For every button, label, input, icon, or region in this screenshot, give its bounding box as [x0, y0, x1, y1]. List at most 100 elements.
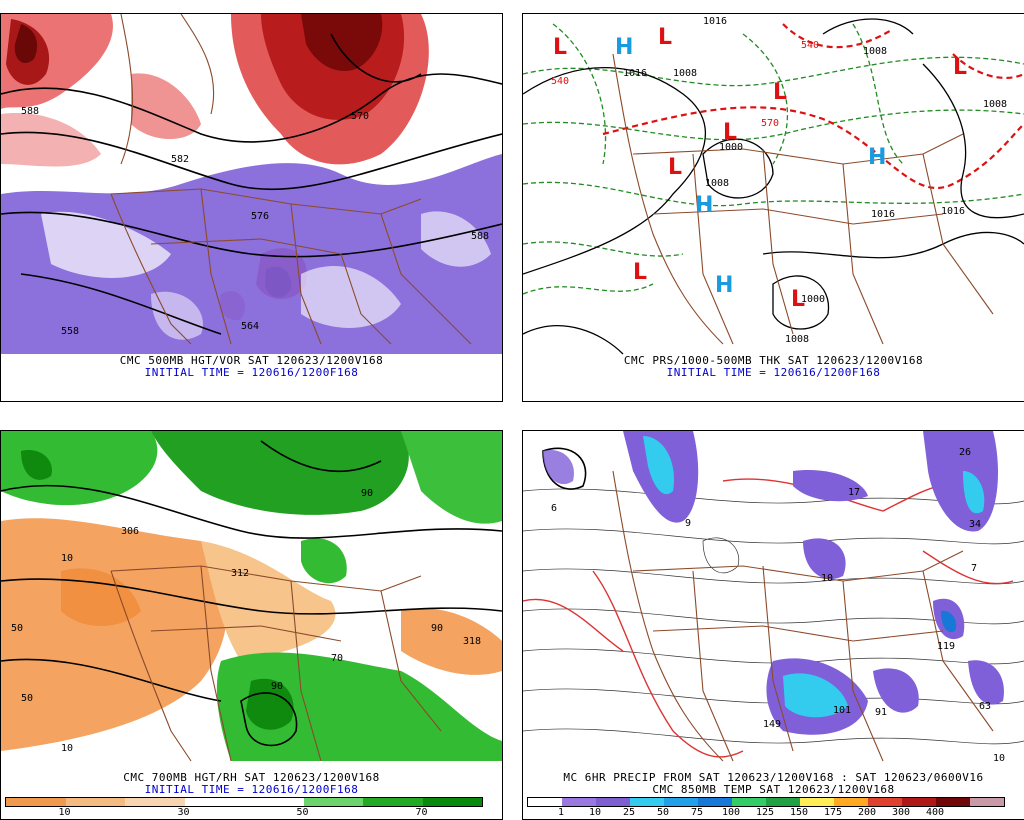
bl-label-7: 50 — [11, 623, 23, 634]
legend-tick-label: 200 — [857, 807, 877, 818]
thickness-label-2: 540 — [801, 40, 819, 51]
legend-swatch — [902, 798, 936, 806]
br-label-7: 119 — [937, 641, 955, 652]
bl-label-10: 90 — [361, 488, 373, 499]
legend-swatch — [65, 798, 125, 806]
thickness-label-0: 540 — [551, 76, 569, 87]
legend-swatch — [528, 798, 562, 806]
high-marker: H — [615, 35, 633, 60]
tl-label-6: 558 — [61, 326, 79, 337]
br-subtitle: CMC 850MB TEMP SAT 120623/1200V168 — [652, 783, 895, 796]
bl-label-4: 90 — [271, 681, 283, 692]
legend-swatch — [303, 798, 363, 806]
tl-label-2: 576 — [251, 211, 269, 222]
panel-precip-850temp: 6 9 17 10 26 34 7 119 149 101 91 63 10 M… — [522, 430, 1024, 820]
legend-swatch — [562, 798, 596, 806]
br-label-0: 6 — [551, 503, 557, 514]
tl-title: CMC 500MB HGT/VOR SAT 120623/1200V168 — [119, 354, 384, 367]
legend-tick-label: 50 — [296, 807, 309, 818]
legend-swatch — [732, 798, 766, 806]
br-label-3: 10 — [821, 573, 833, 584]
legend-swatch — [6, 798, 66, 806]
bl-label-5: 10 — [61, 553, 73, 564]
legend-swatch — [244, 798, 304, 806]
br-label-11: 63 — [979, 701, 991, 712]
bl-label-3: 90 — [431, 623, 443, 634]
br-label-6: 7 — [971, 563, 977, 574]
low-marker: L — [791, 287, 805, 312]
tl-label-4: 588 — [471, 231, 489, 242]
legend-tick-label: 300 — [891, 807, 911, 818]
legend-swatch — [596, 798, 630, 806]
legend-swatch — [698, 798, 732, 806]
br-label-5: 34 — [969, 519, 981, 530]
legend-swatch — [422, 798, 482, 806]
tl-label-5: 564 — [241, 321, 259, 332]
legend-tick-label: 150 — [789, 807, 809, 818]
br-label-10: 91 — [875, 707, 887, 718]
precip-color-legend — [527, 797, 1005, 807]
legend-tick-label: 125 — [755, 807, 775, 818]
legend-swatch — [800, 798, 834, 806]
bl-label-1: 312 — [231, 568, 249, 579]
bl-title: CMC 700MB HGT/RH SAT 120623/1200V168 — [123, 771, 380, 784]
thickness-label-1: 570 — [761, 118, 779, 129]
br-label-9: 101 — [833, 705, 851, 716]
legend-swatch — [868, 798, 902, 806]
br-label-8: 149 — [763, 719, 781, 730]
legend-tick-label: 175 — [823, 807, 843, 818]
legend-tick-label: 75 — [690, 807, 704, 818]
bl-label-2: 318 — [463, 636, 481, 647]
high-marker: H — [695, 193, 713, 218]
isobar-label-0: 1016 — [623, 68, 647, 79]
map-pressure-thickness: L L L L L L L L H H H H 1016 1016 1008 1… — [523, 16, 1024, 355]
legend-swatch — [184, 798, 244, 806]
high-marker: H — [868, 145, 886, 170]
legend-swatch — [664, 798, 698, 806]
legend-swatch — [766, 798, 800, 806]
low-marker: L — [553, 35, 567, 60]
legend-swatch — [125, 798, 185, 806]
high-marker: H — [715, 273, 733, 298]
bl-init-time: INITIAL TIME = 120616/1200F168 — [144, 783, 359, 796]
br-title: MC 6HR PRECIP FROM SAT 120623/1200V168 :… — [563, 771, 984, 784]
legend-swatch — [970, 798, 1004, 806]
legend-tick-label: 10 — [588, 807, 602, 818]
tl-init-time: INITIAL TIME = 120616/1200F168 — [144, 366, 359, 379]
isobar-label-1: 1016 — [703, 16, 727, 27]
precip-legend-ticks: 1 10 25 50 75 100 125 150 175 200 300 400 — [527, 807, 1003, 819]
low-marker: L — [668, 155, 682, 180]
legend-swatch — [834, 798, 868, 806]
legend-tick-label: 100 — [721, 807, 741, 818]
tl-label-1: 582 — [171, 154, 189, 165]
br-label-4: 26 — [959, 447, 971, 458]
tl-label-0: 588 — [21, 106, 39, 117]
legend-tick-label: 1 — [557, 807, 565, 818]
rh-legend-ticks: 1030507090 — [5, 807, 481, 819]
low-marker: L — [773, 80, 787, 105]
legend-swatch — [630, 798, 664, 806]
rh-color-legend — [5, 797, 483, 807]
tr-init-time: INITIAL TIME = 120616/1200F168 — [666, 366, 881, 379]
tr-title: CMC PRS/1000-500MB THK SAT 120623/1200V1… — [623, 354, 924, 367]
br-label-12: 10 — [993, 753, 1005, 764]
br-label-1: 9 — [685, 518, 691, 529]
isobar-label-9: 1016 — [871, 209, 895, 220]
bl-label-6: 10 — [61, 743, 73, 754]
isobar-label-8: 1008 — [785, 334, 809, 345]
map-500mb-vorticity: 588 582 576 570 588 564 558 — [1, 14, 502, 354]
legend-tick-label: 70 — [415, 807, 428, 818]
legend-swatch — [936, 798, 970, 806]
legend-tick-label: 400 — [925, 807, 945, 818]
panel-700mb-rh: 306 312 318 90 90 10 10 50 50 70 90 CMC … — [0, 430, 503, 820]
bl-label-0: 306 — [121, 526, 139, 537]
legend-tick-label: 50 — [656, 807, 670, 818]
legend-tick-label: 30 — [177, 807, 190, 818]
tl-label-3: 570 — [351, 111, 369, 122]
low-marker: L — [633, 260, 647, 285]
map-700mb-rh: 306 312 318 90 90 10 10 50 50 70 90 — [1, 431, 502, 762]
panel-pressure-thickness: L L L L L L L L H H H H 1016 1016 1008 1… — [522, 13, 1024, 402]
low-marker: L — [723, 120, 737, 145]
legend-tick-label: 25 — [622, 807, 636, 818]
isobar-label-2: 1008 — [673, 68, 697, 79]
